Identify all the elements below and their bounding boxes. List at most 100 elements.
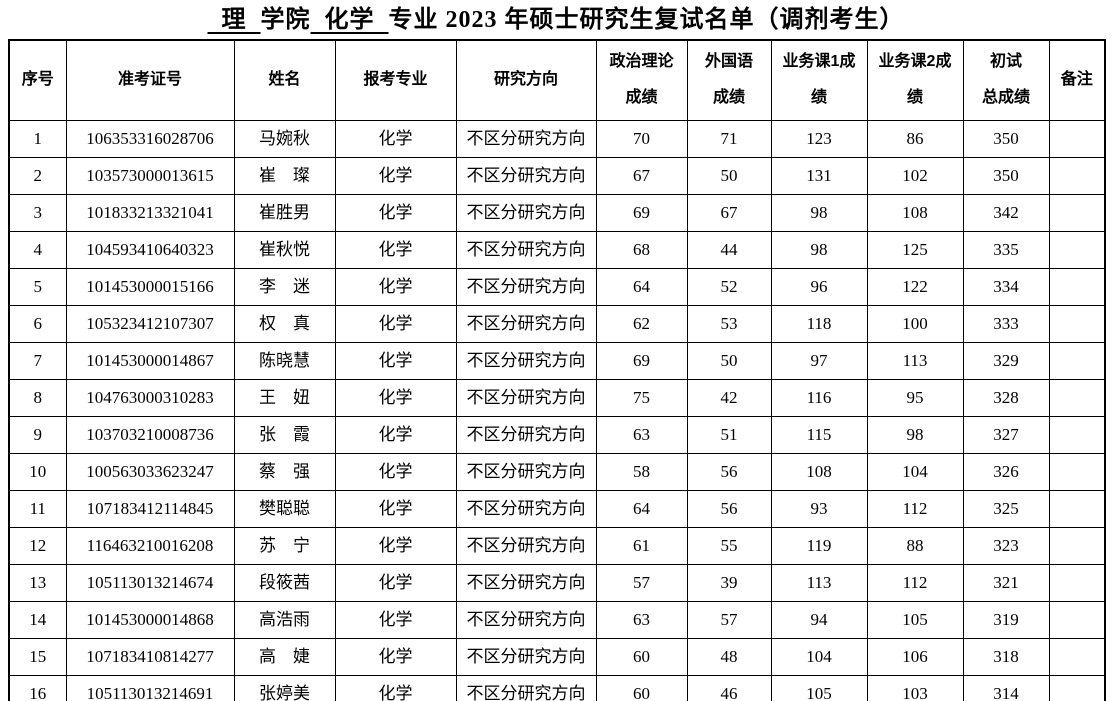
cell-total: 329: [962, 341, 1050, 380]
cell-total: 314: [962, 674, 1050, 701]
cell-major: 化学: [334, 156, 457, 195]
cell-name: 王 妞: [233, 378, 336, 417]
cell-name: 蔡 强: [233, 452, 336, 491]
cell-major: 化学: [334, 415, 457, 454]
table-row: 9 103703210008736 张 霞化学 不区分研究方向 63 51 115 98 327: [8, 415, 1106, 454]
cell-direction: 不区分研究方向: [455, 563, 597, 602]
cell-remark: [1048, 526, 1106, 565]
cell-ticket: 101453000015166: [65, 267, 235, 306]
cell-seq: 14: [8, 600, 67, 639]
cell-remark: [1048, 674, 1106, 701]
cell-foreign: 42: [686, 378, 772, 417]
cell-remark: [1048, 489, 1106, 528]
cell-name: 张 霞: [233, 415, 336, 454]
cell-major: 化学: [334, 304, 457, 343]
cell-foreign: 56: [686, 489, 772, 528]
cell-major: 化学: [334, 489, 457, 528]
cell-course2: 112: [866, 489, 964, 528]
cell-name: 马婉秋: [233, 119, 336, 158]
cell-name: 崔秋悦: [233, 230, 336, 269]
cell-seq: 11: [8, 489, 67, 528]
cell-ticket: 104763000310283: [65, 378, 235, 417]
table-body: 1 106353316028706 马婉秋 化学 不区分研究方向 70 71 123 86 350…: [8, 119, 1106, 701]
cell-ticket: 107183412114845: [65, 489, 235, 528]
cell-politics: 64: [595, 489, 688, 528]
cell-name: 崔 璨: [233, 156, 336, 195]
cell-ticket: 103703210008736: [65, 415, 235, 454]
cell-ticket: 103573000013615: [65, 156, 235, 195]
cell-course2: 108: [866, 193, 964, 232]
cell-politics: 69: [595, 193, 688, 232]
cell-name: 苏 宁: [233, 526, 336, 565]
cell-name: 李 迷: [233, 267, 336, 306]
cell-remark: [1048, 193, 1106, 232]
cell-direction: 不区分研究方向: [455, 341, 597, 380]
cell-name: 樊聪聪: [233, 489, 336, 528]
cell-foreign: 46: [686, 674, 772, 701]
cell-course1: 105: [770, 674, 868, 701]
cell-politics: 64: [595, 267, 688, 306]
cell-ticket: 107183410814277: [65, 637, 235, 676]
table-row: 6 105323412107307 权 真化学 不区分研究方向 62 53 118 100 33…: [8, 304, 1106, 343]
cell-course2: 86: [866, 119, 964, 158]
cell-seq: 16: [8, 674, 67, 701]
column-header-course2: 业务课2成 绩: [866, 39, 964, 121]
cell-major: 化学: [334, 526, 457, 565]
cell-foreign: 44: [686, 230, 772, 269]
table-row: 5 101453000015166 李 迷化学 不区分研究方向 64 52 96 122 334: [8, 267, 1106, 306]
title-segment: 专业 2023 年硕士研究生复试名单（调剂考生）: [388, 7, 905, 33]
cell-name: 权 真: [233, 304, 336, 343]
cell-ticket: 101833213321041: [65, 193, 235, 232]
cell-remark: [1048, 563, 1106, 602]
cell-foreign: 39: [686, 563, 772, 602]
cell-foreign: 51: [686, 415, 772, 454]
cell-seq: 13: [8, 563, 67, 602]
cell-seq: 10: [8, 452, 67, 491]
cell-direction: 不区分研究方向: [455, 637, 597, 676]
cell-seq: 4: [8, 230, 67, 269]
table-row: 3 101833213321041 崔胜男 化学 不区分研究方向 69 67 98 108 342: [8, 193, 1106, 232]
cell-course2: 95: [866, 378, 964, 417]
cell-ticket: 101453000014867: [65, 341, 235, 380]
cell-ticket: 100563033623247: [65, 452, 235, 491]
cell-seq: 2: [8, 156, 67, 195]
cell-course2: 106: [866, 637, 964, 676]
cell-direction: 不区分研究方向: [455, 193, 597, 232]
column-header-name: 姓名: [233, 39, 336, 121]
cell-politics: 61: [595, 526, 688, 565]
cell-total: 321: [962, 563, 1050, 602]
cell-remark: [1048, 415, 1106, 454]
cell-politics: 63: [595, 600, 688, 639]
cell-major: 化学: [334, 267, 457, 306]
column-header-politics: 政治理论 成绩: [595, 39, 688, 121]
cell-ticket: 105113013214691: [65, 674, 235, 701]
cell-direction: 不区分研究方向: [455, 600, 597, 639]
candidates-table: 序号 准考证号 姓名 报考专业 研究方向 政治理论 成绩 外国语 成绩 业务课1成 绩业务课2…: [8, 39, 1106, 701]
header-row: 序号 准考证号 姓名 报考专业 研究方向 政治理论 成绩 外国语 成绩 业务课1成 绩业务课2…: [8, 39, 1106, 121]
cell-course2: 98: [866, 415, 964, 454]
table-row: 10 100563033623247 蔡 强化学 不区分研究方向 58 56 108 104 3…: [8, 452, 1106, 491]
page-title: 理 学院 化学 专业 2023 年硕士研究生复试名单（调剂考生）: [0, 0, 1112, 39]
cell-total: 350: [962, 156, 1050, 195]
column-header-ticket: 准考证号: [65, 39, 235, 121]
cell-major: 化学: [334, 119, 457, 158]
table-row: 16 105113013214691 张婷美 化学 不区分研究方向 60 46 105 103 3…: [8, 674, 1106, 701]
cell-direction: 不区分研究方向: [455, 452, 597, 491]
cell-course1: 118: [770, 304, 868, 343]
cell-ticket: 104593410640323: [65, 230, 235, 269]
cell-course1: 131: [770, 156, 868, 195]
table-row: 12 116463210016208 苏 宁化学 不区分研究方向 61 55 119 88 32…: [8, 526, 1106, 565]
cell-foreign: 52: [686, 267, 772, 306]
cell-direction: 不区分研究方向: [455, 674, 597, 701]
cell-ticket: 116463210016208: [65, 526, 235, 565]
cell-name: 张婷美: [233, 674, 336, 701]
cell-foreign: 50: [686, 341, 772, 380]
cell-name: 高 婕: [233, 637, 336, 676]
cell-direction: 不区分研究方向: [455, 267, 597, 306]
cell-course2: 102: [866, 156, 964, 195]
cell-ticket: 101453000014868: [65, 600, 235, 639]
column-header-seq: 序号: [8, 39, 67, 121]
column-header-foreign: 外国语 成绩: [686, 39, 772, 121]
cell-direction: 不区分研究方向: [455, 304, 597, 343]
cell-foreign: 67: [686, 193, 772, 232]
